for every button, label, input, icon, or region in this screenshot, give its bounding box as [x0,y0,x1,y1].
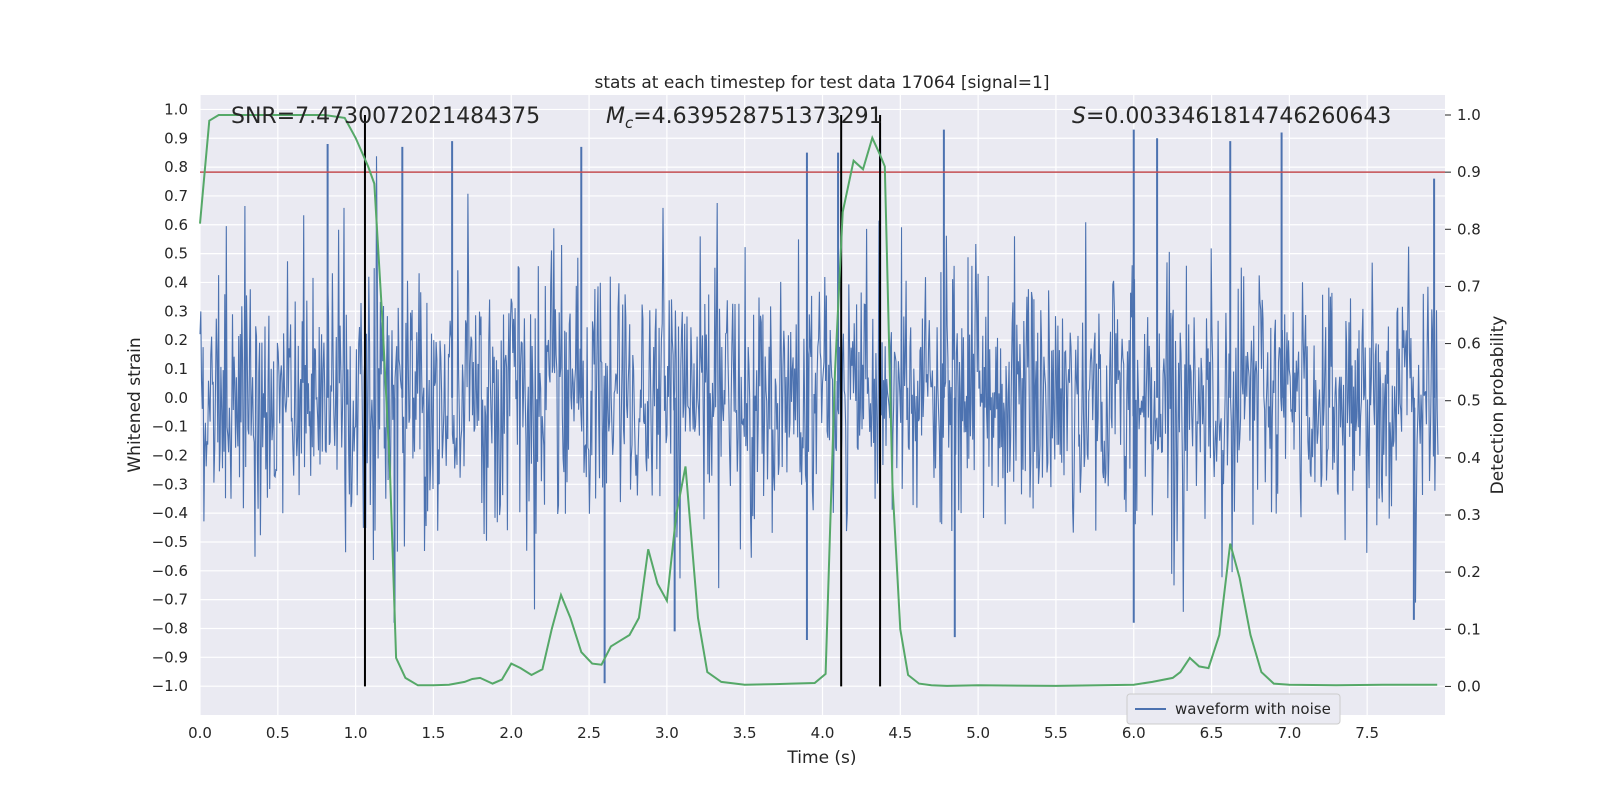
s-annotation: S=0.0033461814746260643 [1072,104,1391,129]
y-right-tick-label: 0.5 [1457,392,1481,410]
x-tick-label: 3.0 [655,724,679,742]
x-tick-label: 5.5 [1044,724,1068,742]
y-right-tick-label: 0.8 [1457,220,1481,238]
y-tick-label: −0.9 [152,648,188,666]
x-tick-label: 0.5 [266,724,290,742]
y-right-tick-label: 0.6 [1457,335,1481,353]
y-tick-label: −0.6 [152,562,188,580]
y-right-tick-label: 0.4 [1457,449,1481,467]
x-tick-label: 4.0 [811,724,835,742]
x-tick-label: 7.5 [1355,724,1379,742]
y-tick-label: −0.3 [152,475,188,493]
y-right-tick-label: 0.2 [1457,563,1481,581]
y-tick-label: 0.7 [164,187,188,205]
y-tick-label: −0.2 [152,446,188,464]
legend-label: waveform with noise [1175,700,1331,718]
y-tick-label: −1.0 [152,677,188,695]
x-tick-label: 1.0 [344,724,368,742]
y-right-tick-label: 1.0 [1457,106,1481,124]
y-tick-label: 0.4 [164,273,188,291]
y-right-axis-label: Detection probability [1488,316,1508,495]
legend-box [1126,693,1341,725]
legend: waveform with noise [1126,693,1341,725]
detection-probability-line [199,114,1438,687]
x-tick-label: 4.5 [888,724,912,742]
y-tick-label: 0.0 [164,389,188,407]
y-axis-label: Whitened strain [125,337,145,472]
y-tick-label: −0.1 [152,418,188,436]
y-tick-label: −0.8 [152,619,188,637]
x-tick-label: 1.5 [422,724,446,742]
y-tick-label: 0.8 [164,158,188,176]
y-right-tick-label: 0.3 [1457,506,1481,524]
y-tick-label: 0.9 [164,129,188,147]
y-tick-label: 0.6 [164,216,188,234]
y-tick-label: 0.5 [164,245,188,263]
y-tick-label: 1.0 [164,100,188,118]
overlays [199,114,1445,687]
x-tick-label: 0.0 [188,724,212,742]
y-right-tick-label: 0.0 [1457,677,1481,695]
y-tick-label: −0.7 [152,591,188,609]
waveform-series [199,129,1439,684]
x-tick-label: 6.0 [1122,724,1146,742]
y-tick-label: 0.1 [164,360,188,378]
chirp-mass-symbol: M [606,104,625,129]
x-axis-label: Time (s) [786,748,856,768]
y-right-tick-label: 0.9 [1457,163,1481,181]
chirp-mass-annotation: Mc=4.639528751373291 [606,104,883,132]
y-tick-labels: 1.0 0.9 0.8 0.7 0.6 0.5 0.4 0.3 0.2 0.1 0.0 −0.1 −0.… [152,100,188,695]
x-tick-label: 7.0 [1277,724,1301,742]
x-tick-label: 3.5 [733,724,757,742]
chirp-mass-subscript: c [625,114,634,132]
chart-title: stats at each timestep for test data 170… [595,73,1050,93]
x-tick-label: 5.0 [966,724,990,742]
y-tick-label: −0.4 [152,504,188,522]
y-right-tick-labels: 1.0 0.9 0.8 0.7 0.6 0.5 0.4 0.3 0.2 0.1 0.0 [1445,106,1481,695]
s-symbol: S [1072,104,1086,129]
x-tick-labels: 0.0 0.5 1.0 1.5 2.0 2.5 3.0 3.5 4.0 4.5 5.0 5.5 6.0 6… [188,724,1379,742]
waveform-line [199,156,1439,612]
x-tick-label: 2.0 [499,724,523,742]
x-tick-label: 6.5 [1200,724,1224,742]
x-tick-label: 2.5 [577,724,601,742]
y-tick-label: −0.5 [152,533,188,551]
y-right-tick-label: 0.7 [1457,277,1481,295]
chirp-mass-value: =4.639528751373291 [633,104,882,129]
s-value: =0.0033461814746260643 [1086,104,1391,129]
snr-annotation: SNR=7.4730072021484375 [231,104,540,129]
y-tick-label: 0.2 [164,331,188,349]
y-tick-label: 0.3 [164,302,188,320]
y-right-tick-label: 0.1 [1457,620,1481,638]
